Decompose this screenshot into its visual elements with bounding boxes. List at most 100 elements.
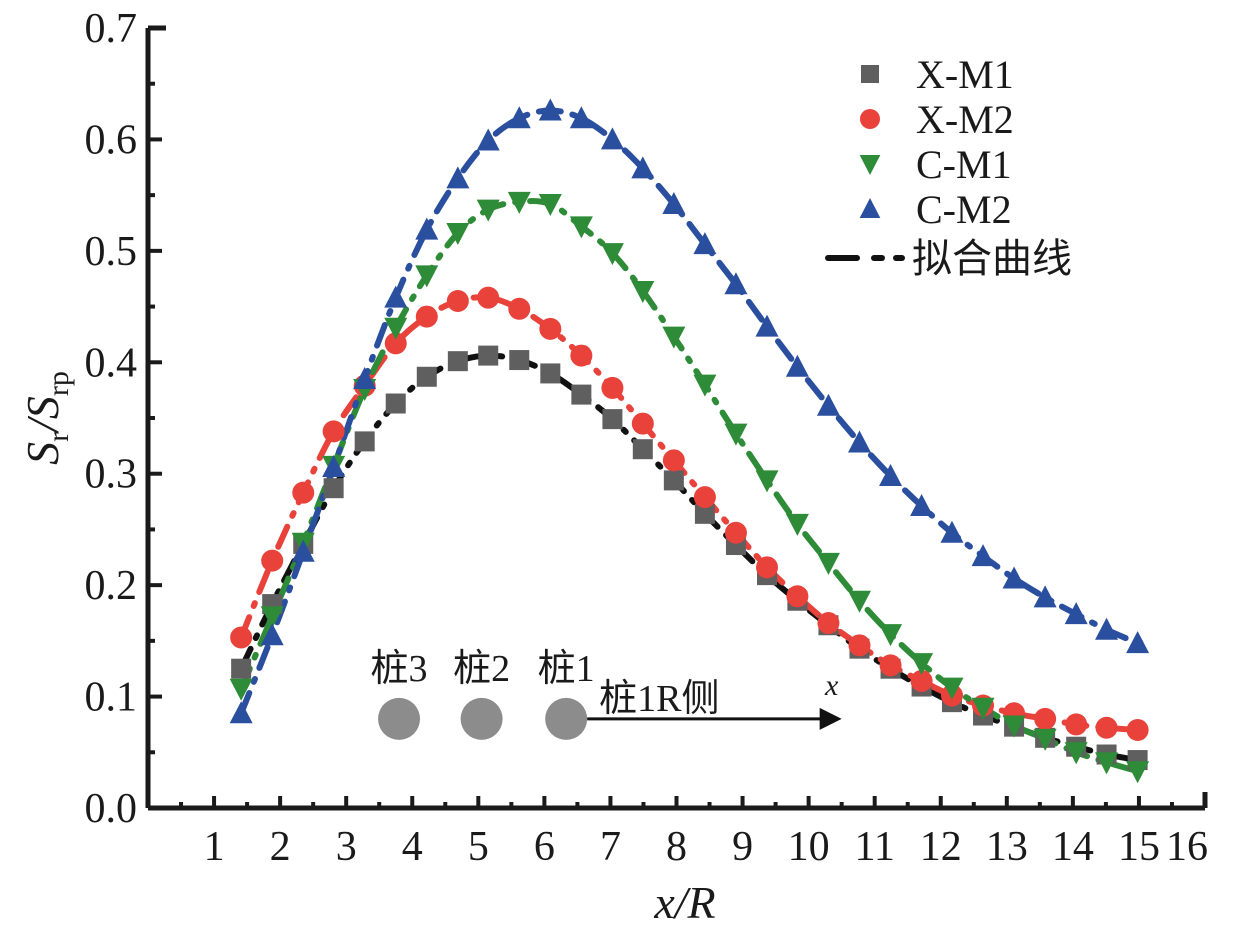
arrow-label: 桩1R侧: [599, 678, 719, 720]
data-point-x-m2: [230, 626, 253, 649]
data-point-x-m2: [848, 634, 871, 657]
legend-label-c-m2: C-M2: [916, 187, 1012, 232]
data-point-x-m1: [385, 393, 406, 414]
data-point-c-m1: [384, 317, 408, 340]
pile-label: 桩3: [371, 648, 428, 690]
data-point-c-m1: [971, 697, 995, 720]
data-point-c-m2: [1126, 631, 1150, 654]
data-point-c-m2: [971, 544, 995, 567]
data-point-x-m2: [570, 344, 593, 367]
y-tick-label: 0.1: [85, 675, 138, 721]
data-point-x-m1: [323, 478, 344, 499]
legend-label-x-m1: X-M1: [916, 52, 1014, 97]
data-point-c-m2: [1033, 585, 1057, 608]
data-point-x-m1: [540, 363, 561, 384]
x-tick-label: 6: [534, 824, 555, 870]
data-point-x-m1: [602, 409, 623, 430]
data-point-x-m2: [1034, 707, 1057, 730]
data-point-x-m2: [384, 332, 407, 355]
data-point-c-m2: [940, 520, 964, 543]
x-tick-label: 4: [402, 824, 423, 870]
data-point-c-m2: [415, 217, 439, 240]
data-point-x-m2: [539, 317, 562, 340]
data-point-c-m1: [600, 243, 624, 266]
x-tick-label: 3: [336, 824, 357, 870]
data-point-c-m1: [229, 678, 253, 701]
data-point-x-m2: [817, 612, 840, 635]
data-point-x-m2: [879, 654, 902, 677]
x-tick-label: 12: [920, 824, 962, 870]
data-point-c-m2: [1095, 617, 1119, 640]
data-point-c-m2: [600, 127, 624, 150]
data-point-c-m1: [1033, 728, 1057, 751]
y-tick-label: 0.2: [85, 563, 138, 609]
axes: 1 2 3 4 5 6 7 8 9 10 11 12 13 14 15 160.00.10.20.30.40.…: [85, 6, 1209, 870]
data-point-x-m2: [261, 549, 284, 572]
data-point-c-m1: [847, 590, 871, 613]
data-point-x-m1: [509, 350, 530, 371]
x-tick-label: 5: [468, 824, 489, 870]
x-axis-title: x/R: [653, 877, 715, 928]
x-tick-label: 8: [666, 824, 687, 870]
data-point-c-m2: [260, 623, 284, 646]
y-title-sub2: rp: [42, 371, 75, 396]
legend-marker-c-m1: [859, 155, 881, 175]
y-title-sep: /S: [17, 396, 68, 435]
pile-circle: [545, 697, 588, 740]
data-point-c-m2: [476, 128, 500, 151]
legend-marker-c-m2: [859, 198, 881, 218]
data-point-c-m2: [631, 156, 655, 179]
data-point-c-m1: [538, 194, 562, 217]
data-point-c-m1: [940, 677, 964, 700]
data-point-x-m2: [756, 556, 779, 579]
data-point-c-m2: [693, 232, 717, 255]
x-tick-label: 15: [1118, 824, 1160, 870]
data-point-c-m2: [847, 430, 871, 453]
data-point-c-m1: [446, 223, 470, 246]
data-point-x-m2: [322, 420, 345, 443]
y-tick-label: 0.7: [85, 6, 138, 52]
data-point-x-m2: [601, 376, 624, 399]
y-title-main: S: [17, 442, 68, 465]
data-point-c-m2: [384, 285, 408, 308]
data-point-c-m1: [910, 653, 934, 676]
data-point-c-m1: [260, 606, 284, 629]
y-title-sub1: r: [42, 432, 75, 442]
data-point-x-m2: [631, 412, 654, 435]
data-point-c-m2: [538, 98, 562, 121]
data-point-x-m1: [632, 439, 653, 460]
y-tick-label: 0.3: [85, 452, 138, 498]
y-tick-label: 0.5: [85, 229, 138, 275]
data-point-c-m1: [1002, 715, 1026, 738]
data-point-c-m2: [816, 393, 840, 416]
x-tick-label: 7: [600, 824, 621, 870]
data-point-c-m2: [569, 106, 593, 129]
data-point-x-m1: [571, 384, 592, 405]
data-point-c-m1: [1064, 742, 1088, 765]
legend-marker-x-m2: [860, 109, 880, 129]
data-point-c-m1: [879, 624, 903, 647]
data-point-c-m2: [353, 367, 377, 389]
data-point-c-m1: [693, 374, 717, 397]
data-point-c-m2: [785, 354, 809, 377]
y-tick-label: 0.0: [85, 786, 138, 832]
data-point-c-m2: [507, 106, 531, 129]
data-point-x-m2: [1126, 719, 1149, 741]
x-tick-label: 1: [204, 824, 225, 870]
y-tick-label: 0.4: [85, 340, 138, 386]
pile-label: 桩1: [538, 648, 595, 690]
data-point-c-m1: [816, 552, 840, 575]
data-point-c-m1: [631, 280, 655, 303]
data-point-c-m2: [755, 314, 779, 337]
data-point-x-m2: [415, 305, 438, 328]
data-point-c-m1: [755, 470, 779, 493]
legend-marker-x-m1: [861, 65, 879, 83]
data-point-c-m1: [569, 216, 593, 239]
data-point-c-m2: [322, 455, 346, 478]
x-tick-label: 11: [854, 824, 894, 870]
data-point-x-m1: [231, 658, 252, 679]
data-point-x-m1: [694, 503, 715, 524]
